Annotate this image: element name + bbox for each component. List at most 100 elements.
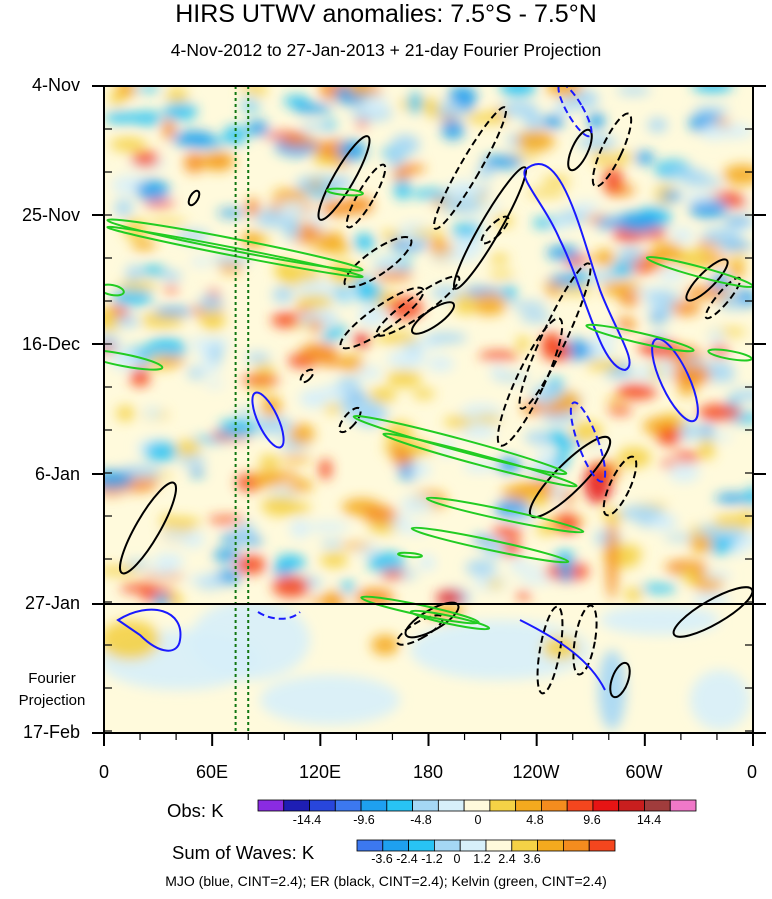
- obs-cb-tick: 0: [474, 813, 482, 827]
- kelvin-contour: [106, 218, 364, 272]
- obs-anomaly-cell: [475, 167, 495, 179]
- obs-anomaly-cell: [280, 137, 321, 147]
- obs-anomaly-cell: [665, 560, 707, 575]
- obs-colorbar-swatch: [334, 799, 362, 812]
- obs-anomaly-cell: [295, 279, 337, 299]
- obs-anomaly-cell: [409, 462, 432, 478]
- obs-anomaly-cell: [340, 581, 356, 593]
- kelvin-contour: [352, 414, 568, 476]
- obs-anomaly-cell: [470, 293, 507, 316]
- obs-anomaly-cell: [702, 255, 730, 264]
- obs-anomaly-cell: [128, 86, 163, 92]
- projection-anomaly-cell: [690, 670, 750, 730]
- obs-anomaly-cell: [595, 219, 620, 229]
- obs-cb-tick: 4.8: [526, 813, 544, 827]
- obs-cb-tick: -4.8: [410, 813, 432, 827]
- obs-colorbar-swatch: [515, 799, 542, 812]
- obs-anomaly-cell: [526, 189, 567, 197]
- er-contour: [317, 135, 371, 221]
- obs-anomaly-cell: [556, 103, 579, 111]
- obs-anomaly-cell: [200, 310, 226, 331]
- kelvin-contour: [409, 609, 491, 631]
- obs-anomaly-cell: [272, 567, 292, 576]
- obs-anomaly-cell: [546, 430, 569, 445]
- obs-anomaly-cell: [540, 117, 557, 128]
- mjo-contour: [257, 611, 301, 620]
- obs-anomaly-cell: [577, 136, 617, 150]
- er-contour: [496, 317, 564, 447]
- obs-anomaly-cell: [154, 593, 170, 604]
- obs-anomaly-cell: [709, 328, 724, 345]
- obs-anomaly-cell: [146, 219, 189, 226]
- obs-anomaly-cell: [502, 284, 517, 302]
- obs-anomaly-cell: [356, 366, 382, 380]
- obs-anomaly-cell: [571, 421, 603, 444]
- obs-anomaly-cell: [418, 554, 436, 571]
- waves-colorbar-swatch: [537, 839, 564, 852]
- obs-anomaly-cell: [214, 569, 242, 584]
- obs-anomaly-cell: [678, 383, 696, 396]
- waves-colorbar-swatch: [382, 839, 409, 852]
- obs-anomaly-cell: [664, 168, 709, 180]
- x-tick-label-0: 0: [98, 762, 109, 782]
- obs-anomaly-cell: [274, 554, 306, 572]
- obs-anomaly-cell: [499, 86, 537, 97]
- obs-anomaly-cell: [209, 342, 223, 365]
- obs-anomaly-cell: [486, 579, 504, 589]
- obs-anomaly-cell: [338, 354, 364, 372]
- obs-anomaly-cell: [723, 217, 753, 225]
- obs-anomaly-cell: [619, 505, 664, 521]
- obs-anomaly-cell: [692, 433, 734, 441]
- obs-anomaly-cell: [131, 239, 157, 251]
- obs-cb-tick: 14.4: [636, 813, 662, 827]
- obs-anomaly-cell: [204, 381, 225, 388]
- obs-anomaly-peak: [354, 332, 370, 348]
- obs-anomaly-cell: [245, 352, 271, 363]
- obs-anomaly-cell: [516, 591, 531, 601]
- obs-anomaly-cell: [553, 450, 569, 470]
- er-contour: [338, 406, 362, 434]
- obs-anomaly-cell: [697, 404, 741, 421]
- obs-anomaly-cell: [375, 331, 419, 345]
- obs-anomaly-cell: [272, 189, 309, 202]
- obs-anomaly-cell: [441, 119, 465, 140]
- obs-anomaly-cell: [690, 535, 714, 554]
- obs-anomaly-cell: [711, 123, 753, 139]
- kelvin-contour: [382, 432, 578, 488]
- waves-colorbar-swatch: [485, 839, 513, 852]
- obs-anomaly-cell: [104, 565, 141, 576]
- y-tick-label-17feb: 17-Feb: [22, 722, 80, 742]
- obs-anomaly-cell: [388, 149, 404, 169]
- obs-anomaly-cell: [235, 522, 256, 543]
- x-tick-label-0-end: 0: [746, 762, 757, 782]
- obs-anomaly-cell: [400, 495, 435, 514]
- obs-anomaly-cell: [473, 414, 502, 424]
- waves-colorbar-swatch: [408, 839, 435, 852]
- obs-anomaly-cell: [658, 357, 675, 379]
- obs-anomaly-cell: [617, 246, 643, 265]
- obs-anomaly-cell: [380, 569, 405, 579]
- er-contour: [602, 455, 638, 517]
- x-tick-label-120e: 120E: [298, 762, 342, 782]
- axis-ticks: [92, 85, 766, 746]
- obs-anomaly-cell: [163, 528, 186, 541]
- obs-anomaly-cell: [299, 343, 339, 363]
- obs-anomaly-cell: [116, 405, 135, 422]
- obs-anomaly-peak: [606, 520, 618, 600]
- obs-anomaly-cell: [300, 122, 334, 130]
- projection-anomaly-cell: [598, 650, 626, 730]
- obs-anomaly-cell: [282, 95, 310, 107]
- y-tick-label-27jan: 27-Jan: [24, 593, 80, 613]
- mjo-contour: [651, 337, 699, 423]
- obs-anomaly-cell: [306, 597, 349, 604]
- waves-colorbar-swatch: [563, 839, 590, 852]
- obs-colorbar-swatch: [592, 799, 620, 812]
- obs-anomaly-cell: [644, 290, 681, 305]
- obs-anomaly-cell: [668, 462, 700, 483]
- obs-anomaly-cell: [289, 423, 315, 445]
- chart-title: HIRS UTWV anomalies: 7.5°S - 7.5°N: [175, 0, 597, 28]
- obs-anomaly-cell: [693, 106, 730, 115]
- obs-anomaly-cell: [712, 514, 753, 531]
- obs-anomaly-cell: [144, 407, 162, 419]
- obs-anomaly-cell: [327, 359, 346, 367]
